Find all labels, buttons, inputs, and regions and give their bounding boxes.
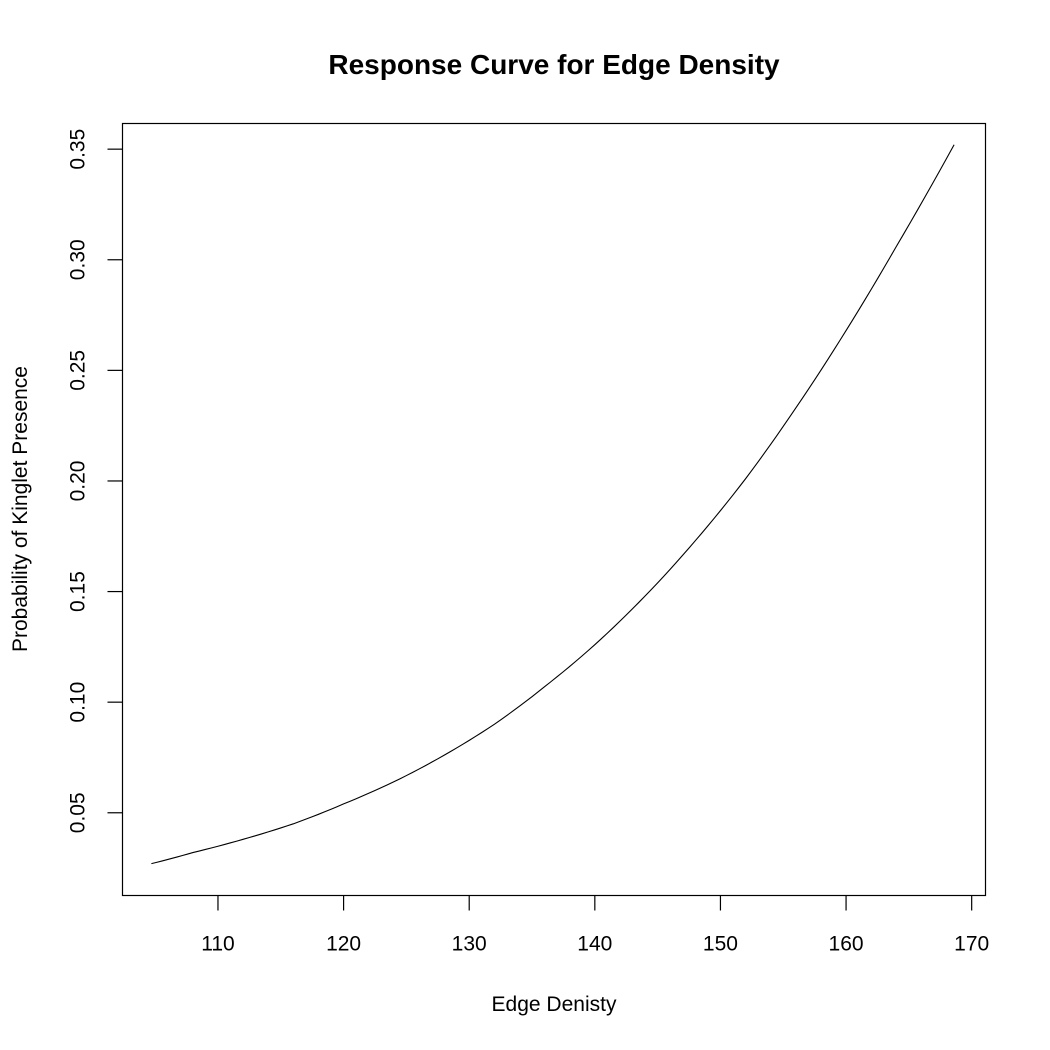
x-tick-label: 150 (703, 933, 738, 956)
y-tick-label: 0.10 (67, 682, 90, 723)
y-tick-label: 0.25 (67, 350, 90, 391)
y-axis: 0.05 0.10 0.15 0.20 0.25 0.30 0.35 (67, 129, 123, 833)
x-tick-label: 140 (577, 933, 612, 956)
x-tick-label: 170 (954, 933, 989, 956)
x-tick-label: 110 (201, 933, 234, 956)
y-tick-label: 0.05 (67, 792, 90, 833)
y-tick-label: 0.20 (67, 461, 90, 502)
y-tick-label: 0.15 (67, 571, 90, 612)
x-tick-label: 160 (829, 933, 864, 956)
y-axis-label: Probability of Kinglet Presence (9, 366, 32, 652)
chart-title: Response Curve for Edge Density (328, 49, 780, 80)
x-tick-label: 120 (326, 933, 361, 956)
x-tick-label: 130 (452, 933, 487, 956)
plot-frame (121, 122, 987, 897)
y-tick-label: 0.30 (67, 239, 90, 280)
y-tick-label: 0.35 (67, 129, 90, 170)
x-axis-label: Edge Denisty (492, 993, 617, 1016)
x-axis: 110 120 130 140 150 160 170 (201, 895, 989, 956)
response-curve-line (151, 144, 955, 865)
